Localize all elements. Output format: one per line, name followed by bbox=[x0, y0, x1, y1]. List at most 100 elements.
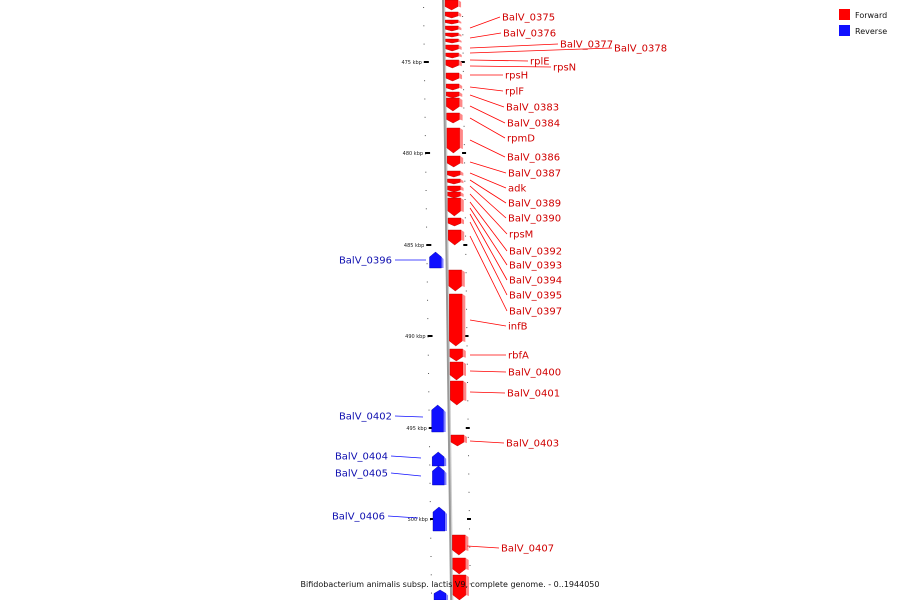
forward-leader-line bbox=[469, 235, 508, 312]
forward-leader-line bbox=[469, 185, 507, 219]
forward-gene-block[interactable] bbox=[445, 38, 462, 44]
forward-gene-label[interactable]: rbfA bbox=[508, 351, 529, 362]
forward-gene-label[interactable]: rpsH bbox=[505, 71, 528, 82]
forward-gene-block[interactable] bbox=[445, 52, 462, 59]
forward-gene-label[interactable]: BalV_0386 bbox=[507, 153, 560, 164]
forward-gene-block[interactable] bbox=[445, 83, 463, 91]
forward-gene-label[interactable]: rpsM bbox=[509, 230, 533, 241]
forward-gene-block[interactable] bbox=[447, 170, 464, 178]
forward-gene-block[interactable] bbox=[452, 557, 469, 575]
genome-axis-layer: 475 kbp 480 kbp 485 kbp 490 kbp 495 kbp 500 k… bbox=[401, 0, 472, 600]
minor-tick-left bbox=[430, 537, 432, 539]
forward-gene-block[interactable] bbox=[449, 361, 467, 381]
forward-gene-block[interactable] bbox=[446, 97, 463, 112]
forward-gene-block[interactable] bbox=[445, 19, 462, 25]
forward-gene-label[interactable]: BalV_0401 bbox=[507, 389, 560, 400]
forward-leader-line bbox=[469, 221, 508, 296]
minor-tick-left bbox=[427, 299, 429, 301]
forward-gene-block[interactable] bbox=[449, 293, 466, 347]
forward-gene-label[interactable]: BalV_0393 bbox=[509, 261, 562, 272]
forward-gene-block[interactable] bbox=[449, 348, 466, 362]
minor-tick-left bbox=[429, 446, 431, 448]
minor-tick-right bbox=[463, 144, 465, 146]
minor-tick-left bbox=[425, 171, 427, 173]
forward-gene-label[interactable]: BalV_0389 bbox=[508, 199, 561, 210]
minor-tick-left bbox=[428, 391, 430, 393]
forward-gene-label[interactable]: BalV_0377 bbox=[560, 40, 613, 51]
minor-tick-right bbox=[462, 16, 464, 17]
forward-leader-line bbox=[469, 193, 508, 235]
minor-tick-right bbox=[468, 491, 470, 493]
forward-gene-block[interactable] bbox=[447, 197, 464, 217]
forward-gene-block[interactable] bbox=[445, 25, 462, 32]
forward-gene-block[interactable] bbox=[452, 534, 469, 556]
forward-gene-block[interactable] bbox=[444, 0, 462, 11]
forward-gene-label[interactable]: rplE bbox=[530, 57, 550, 68]
forward-gene-label[interactable]: rpsN bbox=[553, 63, 576, 74]
forward-gene-label[interactable]: BalV_0400 bbox=[508, 368, 561, 379]
forward-gene-block[interactable] bbox=[446, 91, 463, 99]
forward-gene-block[interactable] bbox=[447, 178, 464, 185]
reverse-gene-label[interactable]: BalV_0402 bbox=[339, 412, 392, 423]
forward-gene-block[interactable] bbox=[447, 185, 464, 193]
forward-gene-block[interactable] bbox=[450, 380, 467, 406]
forward-gene-label[interactable]: BalV_0387 bbox=[508, 169, 561, 180]
forward-gene-block[interactable] bbox=[445, 32, 462, 38]
reverse-gene-block[interactable] bbox=[432, 465, 447, 486]
forward-gene-label[interactable]: infB bbox=[508, 322, 528, 333]
forward-leader-line bbox=[469, 440, 505, 444]
forward-gene-block[interactable] bbox=[452, 574, 469, 600]
minor-tick-right bbox=[465, 272, 467, 274]
reverse-gene-block[interactable] bbox=[431, 404, 446, 433]
minor-tick-left bbox=[424, 135, 426, 137]
minor-tick-left bbox=[426, 281, 428, 283]
forward-gene-label[interactable]: BalV_0407 bbox=[501, 544, 554, 555]
forward-gene-label[interactable]: BalV_0375 bbox=[502, 13, 555, 24]
reverse-gene-label[interactable]: BalV_0396 bbox=[339, 256, 392, 267]
forward-gene-label[interactable]: BalV_0383 bbox=[506, 103, 559, 114]
forward-leader-line bbox=[469, 16, 501, 29]
reverse-gene-label[interactable]: BalV_0405 bbox=[335, 469, 388, 480]
reverse-gene-label[interactable]: BalV_0406 bbox=[332, 512, 385, 523]
forward-gene-block[interactable] bbox=[447, 217, 464, 227]
forward-gene-block[interactable] bbox=[448, 229, 465, 246]
forward-gene-block[interactable] bbox=[447, 191, 464, 199]
forward-gene-block[interactable] bbox=[446, 127, 463, 154]
forward-leader-line bbox=[469, 391, 506, 394]
forward-gene-label[interactable]: BalV_0376 bbox=[503, 29, 556, 40]
forward-gene-label[interactable]: BalV_0394 bbox=[509, 276, 562, 287]
forward-gene-label[interactable]: BalV_0397 bbox=[509, 307, 562, 318]
forward-gene-label[interactable]: rpmD bbox=[507, 134, 535, 145]
forward-gene-block[interactable] bbox=[450, 434, 467, 447]
reverse-gene-label[interactable]: BalV_0404 bbox=[335, 452, 388, 463]
forward-gene-label[interactable]: BalV_0392 bbox=[509, 247, 562, 258]
reverse-gene-block[interactable] bbox=[429, 251, 444, 269]
forward-gene-label[interactable]: BalV_0395 bbox=[509, 291, 562, 302]
forward-gene-block[interactable] bbox=[445, 72, 463, 82]
minor-tick-right bbox=[466, 345, 468, 347]
forward-gene-label[interactable]: adk bbox=[508, 184, 526, 195]
reverse-gene-block[interactable] bbox=[431, 451, 447, 467]
minor-tick-right bbox=[462, 34, 464, 36]
minor-tick-left bbox=[429, 482, 431, 484]
forward-gene-block[interactable] bbox=[446, 155, 464, 168]
forward-gene-block[interactable] bbox=[445, 11, 462, 19]
major-tick-left bbox=[428, 427, 434, 429]
reverse-gene-block[interactable] bbox=[433, 589, 449, 600]
forward-leader-line bbox=[469, 179, 507, 204]
forward-gene-block[interactable] bbox=[445, 44, 462, 52]
reverse-leader-line bbox=[390, 472, 422, 477]
minor-tick-left bbox=[431, 592, 433, 594]
forward-gene-label[interactable]: rplF bbox=[505, 87, 524, 98]
forward-gene-label[interactable]: BalV_0378 bbox=[614, 44, 667, 55]
forward-gene-label[interactable]: BalV_0403 bbox=[506, 439, 559, 450]
reverse-gene-block[interactable] bbox=[432, 506, 448, 532]
forward-gene-label[interactable]: BalV_0384 bbox=[507, 119, 560, 130]
minor-tick-left bbox=[429, 501, 431, 503]
minor-tick-right bbox=[464, 217, 466, 219]
forward-gene-label[interactable]: BalV_0390 bbox=[508, 214, 561, 225]
forward-gene-block[interactable] bbox=[445, 59, 462, 69]
forward-gene-block[interactable] bbox=[446, 112, 463, 124]
major-tick-left bbox=[430, 518, 436, 520]
forward-gene-block[interactable] bbox=[448, 269, 465, 292]
